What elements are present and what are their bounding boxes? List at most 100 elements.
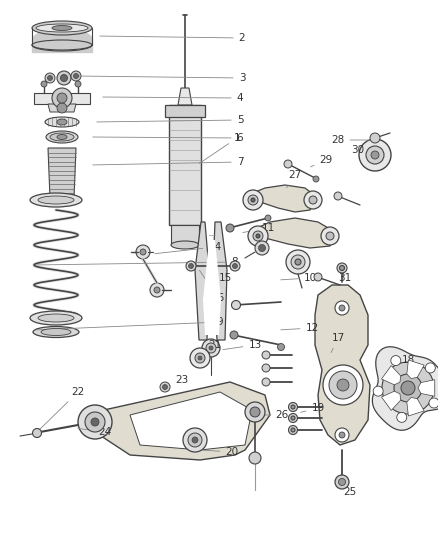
Text: 21: 21: [208, 340, 222, 355]
Circle shape: [188, 263, 194, 269]
Circle shape: [245, 402, 265, 422]
Circle shape: [289, 402, 297, 411]
Text: 19: 19: [301, 403, 325, 413]
Circle shape: [295, 259, 301, 265]
Circle shape: [250, 407, 260, 417]
Circle shape: [397, 413, 407, 422]
Circle shape: [313, 176, 319, 182]
Circle shape: [366, 146, 384, 164]
Circle shape: [371, 151, 379, 159]
Circle shape: [209, 346, 213, 350]
Polygon shape: [253, 218, 335, 248]
Ellipse shape: [30, 311, 82, 325]
Circle shape: [291, 255, 305, 269]
Circle shape: [278, 343, 285, 351]
Polygon shape: [381, 366, 401, 385]
Text: 20: 20: [203, 447, 239, 457]
Circle shape: [323, 365, 363, 405]
Text: 26: 26: [261, 410, 289, 420]
Text: 15: 15: [212, 273, 232, 286]
Circle shape: [335, 428, 349, 442]
Text: 18: 18: [401, 355, 415, 365]
Text: 31: 31: [339, 273, 352, 283]
Circle shape: [85, 412, 105, 432]
Circle shape: [190, 348, 210, 368]
Text: 28: 28: [332, 135, 377, 145]
Ellipse shape: [52, 26, 72, 30]
Text: 6: 6: [93, 133, 244, 143]
Circle shape: [41, 81, 47, 87]
Circle shape: [373, 386, 383, 396]
Polygon shape: [203, 240, 221, 335]
Text: 2: 2: [100, 33, 245, 43]
Text: 8: 8: [37, 257, 238, 267]
Ellipse shape: [50, 133, 74, 141]
Circle shape: [291, 405, 295, 409]
Circle shape: [233, 263, 237, 269]
Ellipse shape: [38, 196, 74, 204]
Circle shape: [339, 479, 346, 486]
Polygon shape: [169, 105, 201, 225]
Circle shape: [150, 283, 164, 297]
Ellipse shape: [30, 193, 82, 207]
Circle shape: [162, 384, 167, 390]
Circle shape: [391, 356, 401, 366]
Circle shape: [230, 331, 238, 339]
Circle shape: [202, 339, 220, 357]
Text: 29: 29: [311, 155, 332, 167]
Text: 13: 13: [223, 340, 261, 350]
Circle shape: [154, 287, 160, 293]
Circle shape: [394, 374, 422, 402]
Ellipse shape: [36, 24, 88, 32]
Circle shape: [265, 215, 271, 221]
Circle shape: [401, 381, 415, 395]
Ellipse shape: [41, 328, 71, 335]
Circle shape: [321, 227, 339, 245]
Circle shape: [304, 191, 322, 209]
Circle shape: [57, 93, 67, 103]
Text: 23: 23: [169, 375, 189, 387]
Polygon shape: [407, 398, 424, 416]
Circle shape: [335, 475, 349, 489]
Circle shape: [60, 75, 67, 82]
Circle shape: [136, 245, 150, 259]
Circle shape: [262, 378, 270, 386]
Ellipse shape: [57, 134, 67, 140]
Polygon shape: [178, 88, 192, 105]
Circle shape: [289, 425, 297, 434]
Text: 17: 17: [331, 333, 345, 352]
Circle shape: [425, 363, 435, 373]
Circle shape: [91, 418, 99, 426]
Circle shape: [339, 305, 345, 311]
Circle shape: [71, 71, 81, 81]
Circle shape: [253, 231, 263, 241]
Circle shape: [57, 103, 67, 113]
Circle shape: [251, 198, 255, 202]
Ellipse shape: [33, 327, 79, 337]
Circle shape: [226, 224, 234, 232]
Circle shape: [291, 416, 295, 420]
Ellipse shape: [32, 21, 92, 35]
Circle shape: [289, 414, 297, 423]
Circle shape: [284, 160, 292, 168]
Circle shape: [329, 371, 357, 399]
Circle shape: [370, 133, 380, 143]
Circle shape: [314, 273, 322, 281]
Circle shape: [186, 261, 196, 271]
Polygon shape: [213, 222, 227, 340]
Text: 4: 4: [103, 93, 244, 103]
Polygon shape: [48, 104, 76, 112]
Circle shape: [258, 245, 265, 252]
Circle shape: [337, 263, 347, 273]
Text: 9: 9: [37, 317, 223, 330]
Polygon shape: [48, 148, 76, 198]
Polygon shape: [381, 391, 401, 410]
Polygon shape: [407, 360, 424, 378]
Circle shape: [78, 405, 112, 439]
Circle shape: [230, 261, 240, 271]
Circle shape: [192, 437, 198, 443]
Circle shape: [262, 351, 270, 359]
Circle shape: [249, 452, 261, 464]
Circle shape: [198, 356, 202, 360]
Text: 16: 16: [200, 270, 225, 303]
